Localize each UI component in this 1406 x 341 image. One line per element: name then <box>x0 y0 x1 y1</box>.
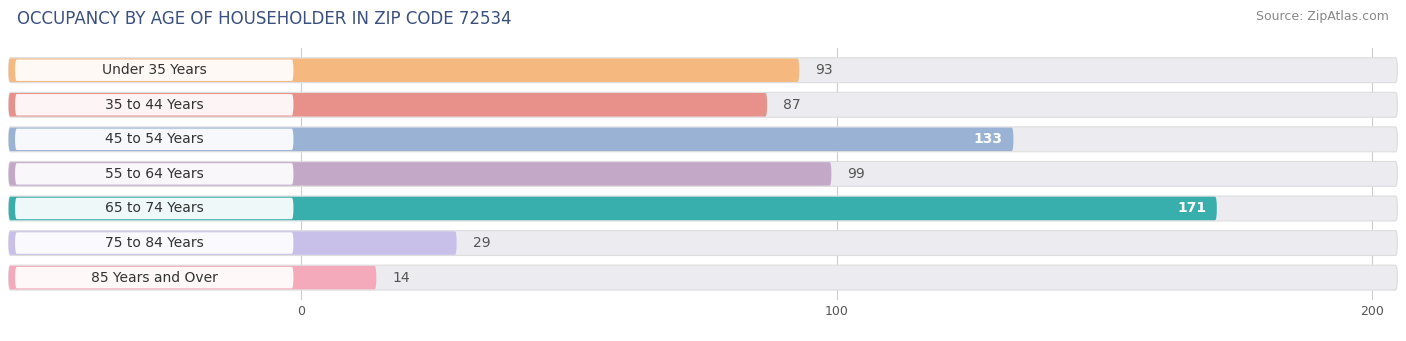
Text: OCCUPANCY BY AGE OF HOUSEHOLDER IN ZIP CODE 72534: OCCUPANCY BY AGE OF HOUSEHOLDER IN ZIP C… <box>17 10 512 28</box>
FancyBboxPatch shape <box>15 129 294 150</box>
Text: 45 to 54 Years: 45 to 54 Years <box>105 132 204 146</box>
Text: 35 to 44 Years: 35 to 44 Years <box>105 98 204 112</box>
FancyBboxPatch shape <box>8 231 1398 255</box>
Text: 93: 93 <box>815 63 832 77</box>
Text: Under 35 Years: Under 35 Years <box>101 63 207 77</box>
Text: 87: 87 <box>783 98 801 112</box>
Text: 75 to 84 Years: 75 to 84 Years <box>105 236 204 250</box>
FancyBboxPatch shape <box>8 58 799 82</box>
FancyBboxPatch shape <box>8 93 768 117</box>
FancyBboxPatch shape <box>8 265 1398 290</box>
Text: 65 to 74 Years: 65 to 74 Years <box>105 202 204 216</box>
FancyBboxPatch shape <box>15 94 294 116</box>
Text: 171: 171 <box>1177 202 1206 216</box>
Text: 14: 14 <box>392 271 411 285</box>
Text: 29: 29 <box>472 236 491 250</box>
FancyBboxPatch shape <box>8 196 1398 221</box>
FancyBboxPatch shape <box>8 128 1014 151</box>
Text: Source: ZipAtlas.com: Source: ZipAtlas.com <box>1256 10 1389 23</box>
Text: 99: 99 <box>848 167 865 181</box>
FancyBboxPatch shape <box>15 198 294 219</box>
FancyBboxPatch shape <box>8 127 1398 152</box>
FancyBboxPatch shape <box>15 232 294 254</box>
FancyBboxPatch shape <box>15 163 294 184</box>
FancyBboxPatch shape <box>8 231 457 255</box>
FancyBboxPatch shape <box>15 59 294 81</box>
Text: 133: 133 <box>974 132 1002 146</box>
Text: 85 Years and Over: 85 Years and Over <box>91 271 218 285</box>
FancyBboxPatch shape <box>8 162 1398 186</box>
FancyBboxPatch shape <box>8 92 1398 117</box>
FancyBboxPatch shape <box>8 197 1216 220</box>
FancyBboxPatch shape <box>8 58 1398 83</box>
FancyBboxPatch shape <box>8 266 377 290</box>
FancyBboxPatch shape <box>15 267 294 288</box>
Text: 55 to 64 Years: 55 to 64 Years <box>105 167 204 181</box>
FancyBboxPatch shape <box>8 162 831 186</box>
